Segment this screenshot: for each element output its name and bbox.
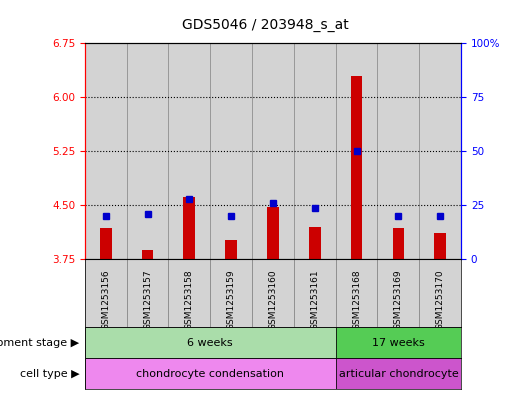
Bar xyxy=(252,259,294,327)
Bar xyxy=(294,43,335,259)
Bar xyxy=(169,259,210,327)
Bar xyxy=(225,240,237,259)
Bar xyxy=(85,43,127,259)
Text: GSM1253158: GSM1253158 xyxy=(185,270,194,330)
Text: 6 weeks: 6 weeks xyxy=(188,338,233,348)
Bar xyxy=(169,43,210,259)
Bar xyxy=(351,75,363,259)
Bar xyxy=(335,43,377,259)
Text: articular chondrocyte: articular chondrocyte xyxy=(339,369,458,378)
Bar xyxy=(85,358,335,389)
Bar xyxy=(252,43,294,259)
Bar xyxy=(377,259,419,327)
Bar xyxy=(419,259,461,327)
Bar xyxy=(309,227,321,259)
Text: GSM1253156: GSM1253156 xyxy=(101,270,110,330)
Bar xyxy=(435,233,446,259)
Text: cell type ▶: cell type ▶ xyxy=(20,369,80,378)
Bar xyxy=(377,43,419,259)
Text: GSM1253159: GSM1253159 xyxy=(227,270,236,330)
Bar xyxy=(183,196,195,259)
Bar xyxy=(85,259,127,327)
Text: development stage ▶: development stage ▶ xyxy=(0,338,80,348)
Bar xyxy=(419,43,461,259)
Bar xyxy=(267,207,279,259)
Bar xyxy=(335,358,461,389)
Bar xyxy=(335,327,461,358)
Bar xyxy=(142,250,153,259)
Bar xyxy=(335,259,377,327)
Text: 17 weeks: 17 weeks xyxy=(372,338,425,348)
Bar xyxy=(294,259,335,327)
Bar xyxy=(210,259,252,327)
Text: GSM1253161: GSM1253161 xyxy=(310,270,319,330)
Text: GSM1253170: GSM1253170 xyxy=(436,270,445,330)
Bar xyxy=(127,43,169,259)
Bar xyxy=(85,327,335,358)
Text: GSM1253168: GSM1253168 xyxy=(352,270,361,330)
Text: GSM1253169: GSM1253169 xyxy=(394,270,403,330)
Text: GSM1253157: GSM1253157 xyxy=(143,270,152,330)
Bar xyxy=(100,228,111,259)
Text: chondrocyte condensation: chondrocyte condensation xyxy=(136,369,284,378)
Bar xyxy=(127,259,169,327)
Bar xyxy=(393,228,404,259)
Bar xyxy=(210,43,252,259)
Text: GDS5046 / 203948_s_at: GDS5046 / 203948_s_at xyxy=(182,18,348,32)
Text: GSM1253160: GSM1253160 xyxy=(269,270,277,330)
